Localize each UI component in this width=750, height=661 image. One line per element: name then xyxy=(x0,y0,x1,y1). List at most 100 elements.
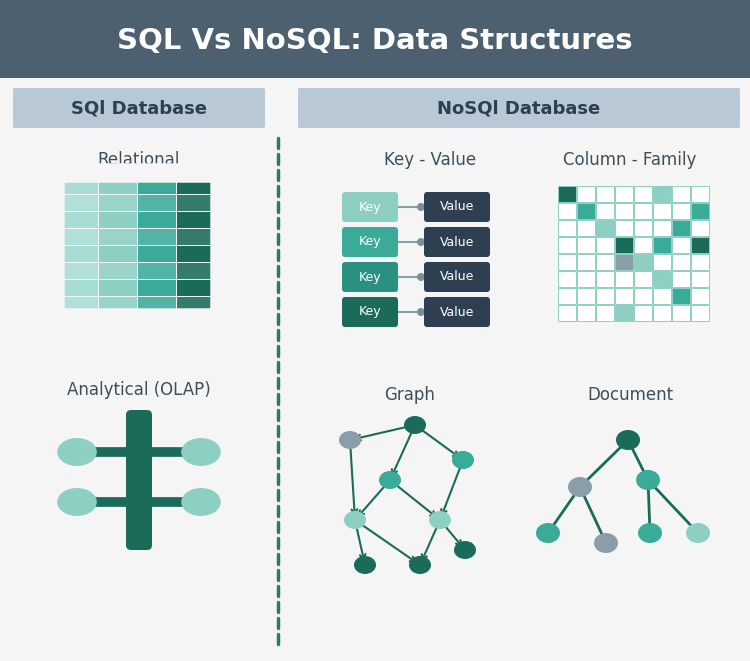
Ellipse shape xyxy=(638,523,662,543)
FancyBboxPatch shape xyxy=(138,212,176,228)
FancyBboxPatch shape xyxy=(557,305,575,321)
Ellipse shape xyxy=(57,488,97,516)
Circle shape xyxy=(417,308,425,316)
FancyBboxPatch shape xyxy=(342,262,398,292)
FancyBboxPatch shape xyxy=(596,288,613,303)
FancyBboxPatch shape xyxy=(634,202,652,219)
Circle shape xyxy=(417,238,425,246)
FancyBboxPatch shape xyxy=(138,229,176,245)
Ellipse shape xyxy=(594,533,618,553)
FancyBboxPatch shape xyxy=(577,254,595,270)
FancyBboxPatch shape xyxy=(671,237,689,253)
Ellipse shape xyxy=(339,431,361,449)
FancyBboxPatch shape xyxy=(138,263,176,279)
FancyBboxPatch shape xyxy=(691,186,709,202)
Ellipse shape xyxy=(616,430,640,450)
FancyBboxPatch shape xyxy=(61,246,98,262)
FancyBboxPatch shape xyxy=(614,305,632,321)
FancyBboxPatch shape xyxy=(596,237,613,253)
FancyBboxPatch shape xyxy=(596,219,613,235)
FancyBboxPatch shape xyxy=(138,246,176,262)
Circle shape xyxy=(417,203,425,211)
FancyBboxPatch shape xyxy=(577,202,595,219)
FancyBboxPatch shape xyxy=(557,186,575,202)
FancyBboxPatch shape xyxy=(557,237,575,253)
Text: Analytical (OLAP): Analytical (OLAP) xyxy=(68,381,211,399)
FancyBboxPatch shape xyxy=(557,270,575,286)
FancyBboxPatch shape xyxy=(177,297,214,313)
FancyBboxPatch shape xyxy=(557,202,575,219)
FancyBboxPatch shape xyxy=(177,178,214,194)
FancyBboxPatch shape xyxy=(652,202,670,219)
FancyBboxPatch shape xyxy=(614,186,632,202)
Ellipse shape xyxy=(636,470,660,490)
FancyBboxPatch shape xyxy=(634,254,652,270)
Text: Key: Key xyxy=(358,235,381,249)
FancyBboxPatch shape xyxy=(298,88,740,128)
FancyBboxPatch shape xyxy=(691,254,709,270)
FancyBboxPatch shape xyxy=(61,263,98,279)
FancyBboxPatch shape xyxy=(671,219,689,235)
FancyBboxPatch shape xyxy=(614,288,632,303)
FancyBboxPatch shape xyxy=(99,297,137,313)
FancyBboxPatch shape xyxy=(99,263,137,279)
FancyBboxPatch shape xyxy=(138,196,176,212)
FancyBboxPatch shape xyxy=(138,297,176,313)
FancyBboxPatch shape xyxy=(671,288,689,303)
FancyBboxPatch shape xyxy=(99,178,137,194)
Text: Key: Key xyxy=(358,270,381,284)
FancyBboxPatch shape xyxy=(61,196,98,212)
FancyBboxPatch shape xyxy=(61,229,98,245)
FancyBboxPatch shape xyxy=(99,212,137,228)
FancyBboxPatch shape xyxy=(652,254,670,270)
FancyBboxPatch shape xyxy=(691,202,709,219)
Text: SQL Vs NoSQL: Data Structures: SQL Vs NoSQL: Data Structures xyxy=(117,27,633,55)
FancyBboxPatch shape xyxy=(577,186,595,202)
FancyBboxPatch shape xyxy=(61,178,98,194)
FancyBboxPatch shape xyxy=(671,202,689,219)
FancyBboxPatch shape xyxy=(614,237,632,253)
Ellipse shape xyxy=(568,477,592,497)
Text: Value: Value xyxy=(440,305,474,319)
Text: Column - Family: Column - Family xyxy=(563,151,697,169)
FancyBboxPatch shape xyxy=(13,88,265,128)
FancyBboxPatch shape xyxy=(652,186,670,202)
FancyBboxPatch shape xyxy=(577,237,595,253)
FancyBboxPatch shape xyxy=(99,229,137,245)
FancyBboxPatch shape xyxy=(138,280,176,295)
Ellipse shape xyxy=(452,451,474,469)
FancyBboxPatch shape xyxy=(424,192,490,222)
FancyBboxPatch shape xyxy=(652,270,670,286)
Ellipse shape xyxy=(404,416,426,434)
Ellipse shape xyxy=(379,471,401,489)
FancyBboxPatch shape xyxy=(671,270,689,286)
FancyBboxPatch shape xyxy=(691,288,709,303)
FancyBboxPatch shape xyxy=(652,237,670,253)
Text: Value: Value xyxy=(440,235,474,249)
FancyBboxPatch shape xyxy=(177,246,214,262)
FancyBboxPatch shape xyxy=(342,227,398,257)
FancyBboxPatch shape xyxy=(596,305,613,321)
FancyBboxPatch shape xyxy=(424,262,490,292)
FancyBboxPatch shape xyxy=(0,0,750,78)
FancyBboxPatch shape xyxy=(557,219,575,235)
FancyBboxPatch shape xyxy=(177,263,214,279)
Ellipse shape xyxy=(182,438,220,466)
FancyBboxPatch shape xyxy=(126,410,152,550)
FancyBboxPatch shape xyxy=(634,288,652,303)
FancyBboxPatch shape xyxy=(634,219,652,235)
FancyBboxPatch shape xyxy=(61,280,98,295)
FancyBboxPatch shape xyxy=(424,297,490,327)
FancyBboxPatch shape xyxy=(577,288,595,303)
FancyBboxPatch shape xyxy=(652,219,670,235)
FancyBboxPatch shape xyxy=(99,196,137,212)
Ellipse shape xyxy=(536,523,560,543)
FancyBboxPatch shape xyxy=(577,270,595,286)
FancyBboxPatch shape xyxy=(61,297,98,313)
Text: Graph: Graph xyxy=(385,386,436,404)
FancyBboxPatch shape xyxy=(614,219,632,235)
Text: Relational: Relational xyxy=(98,151,180,169)
Text: NoSQl Database: NoSQl Database xyxy=(437,99,601,117)
Ellipse shape xyxy=(454,541,476,559)
FancyBboxPatch shape xyxy=(177,229,214,245)
